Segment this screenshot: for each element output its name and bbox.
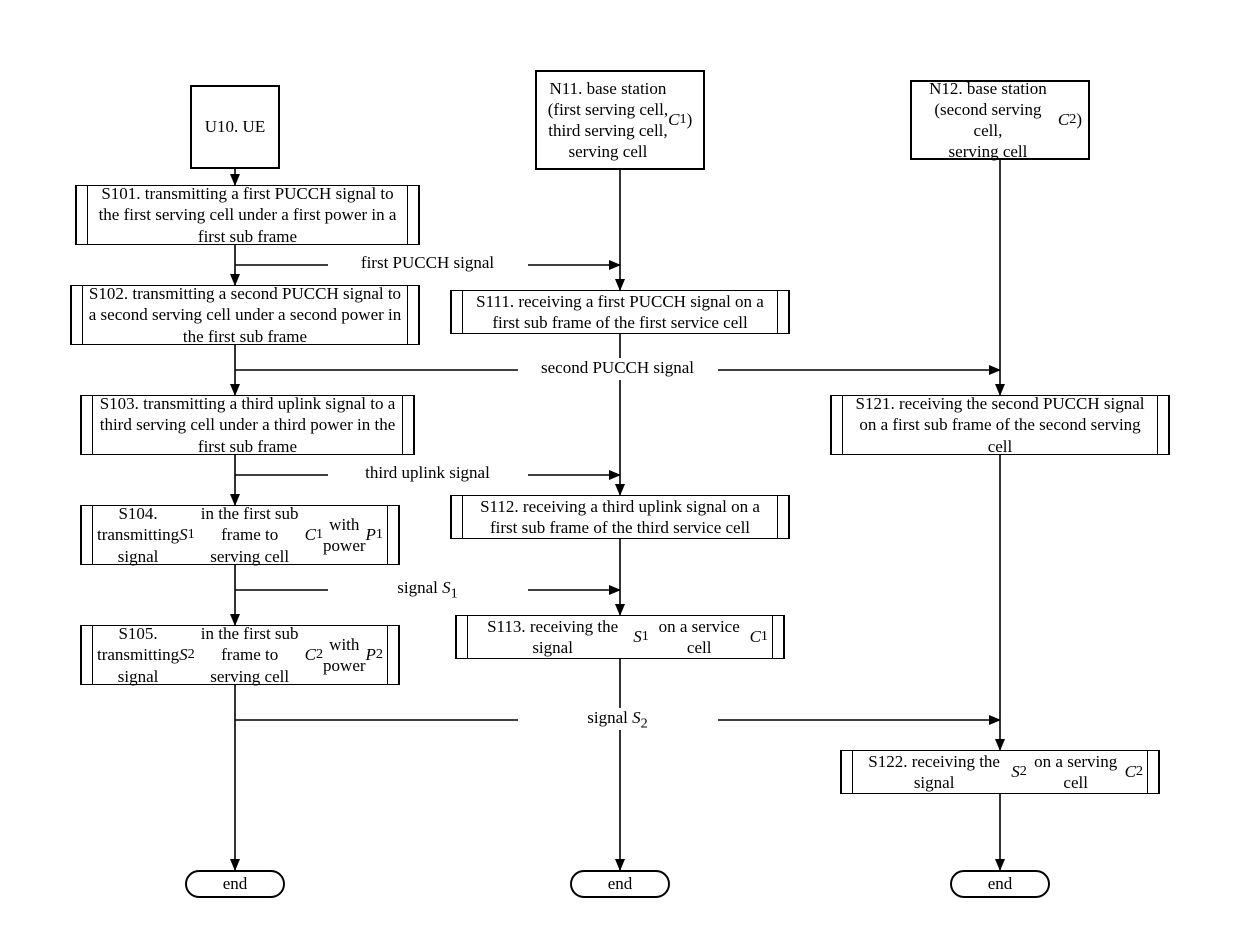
msg-m3: third uplink signal <box>328 463 528 485</box>
actor-n12: N12. base station(second serving cell,se… <box>910 80 1090 160</box>
msg-m1: first PUCCH signal <box>328 253 528 275</box>
step-s113: S113. receiving the signal S1 on a servi… <box>455 615 785 659</box>
end-ue: end <box>185 870 285 898</box>
actor-n11: N11. base station(first serving cell,thi… <box>535 70 705 170</box>
step-s105: S105. transmitting signal S2 in the firs… <box>80 625 400 685</box>
msg-m2: second PUCCH signal <box>518 358 718 380</box>
step-s103: S103. transmitting a third uplink signal… <box>80 395 415 455</box>
actor-ue: U10. UE <box>190 85 280 169</box>
step-s102: S102. transmitting a second PUCCH signal… <box>70 285 420 345</box>
step-s121: S121. receiving the second PUCCH signal … <box>830 395 1170 455</box>
msg-m5: signal S2 <box>518 708 718 730</box>
end-n11: end <box>570 870 670 898</box>
step-s112: S112. receiving a third uplink signal on… <box>450 495 790 539</box>
end-n12: end <box>950 870 1050 898</box>
step-s101: S101. transmitting a first PUCCH signal … <box>75 185 420 245</box>
step-s111: S111. receiving a first PUCCH signal on … <box>450 290 790 334</box>
sequence-diagram: U10. UE N11. base station(first serving c… <box>0 0 1240 944</box>
step-s122: S122. receiving the signal S2 on a servi… <box>840 750 1160 794</box>
msg-m4: signal S1 <box>328 578 528 600</box>
step-s104: S104. transmitting signal S1 in the firs… <box>80 505 400 565</box>
